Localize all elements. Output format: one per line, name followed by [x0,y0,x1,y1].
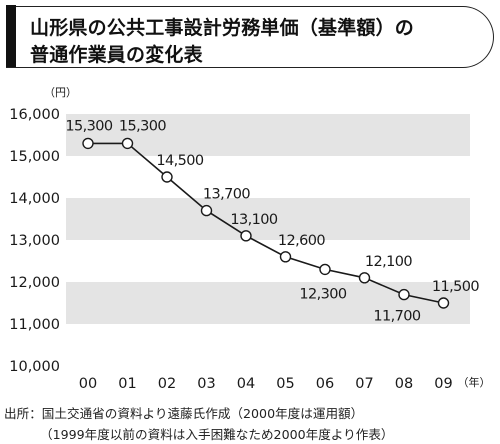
x-tick-label: 09 [434,376,452,392]
source-note-line1: 出所：国土交通省の資料より遠藤氏作成（2000年度は運用額） [4,406,364,421]
source-note-line2: （1999年度以前の資料は入手困難なため2000年度より作表） [40,427,394,442]
series-line [88,142,444,304]
data-label: 12,600 [278,233,326,249]
data-point [437,297,450,309]
data-label: 14,500 [156,153,204,169]
y-tick-label: 12,000 [9,275,60,291]
x-tick-label: 01 [118,376,136,392]
x-tick-label: 02 [158,376,176,392]
chart-title-line1: 山形県の公共工事設計労務単価（基準額）の [30,17,415,39]
data-label: 13,100 [230,212,278,228]
y-tick-label: 16,000 [9,107,60,123]
y-axis-unit: （円） [44,86,77,99]
data-label: 12,300 [299,286,347,302]
title-box: 山形県の公共工事設計労務単価（基準額）の 普通作業員の変化表 [6,5,494,68]
y-tick-label: 11,000 [9,317,60,333]
x-tick-label: 00 [79,376,97,392]
data-point [200,204,213,217]
x-tick-label: 06 [316,376,334,392]
data-point [161,171,173,183]
data-point [398,288,410,301]
data-point [82,137,94,150]
y-tick-label: 13,000 [9,233,60,249]
grid-band [66,282,470,324]
y-tick-label: 14,000 [9,191,60,207]
data-label: 11,500 [432,279,480,295]
data-point [240,230,252,242]
data-label: 15,300 [119,118,167,134]
data-point [319,263,331,276]
y-tick-label: 10,000 [9,359,60,375]
data-label: 15,300 [65,118,113,134]
grid-band [66,198,470,240]
chart-title-line2: 普通作業員の変化表 [30,44,203,66]
x-tick-label: 07 [355,376,373,392]
x-tick-label: 05 [276,376,294,392]
line-chart: 10,000 11,000 12,000 13,000 14,000 15,000 16,0… [9,86,491,392]
x-tick-label: 08 [395,376,413,392]
data-label: 13,700 [203,187,251,203]
x-tick-label: 04 [237,376,255,392]
data-point [358,272,371,284]
data-point [279,251,292,263]
x-tick-label: 03 [197,376,215,392]
data-label: 12,100 [365,254,413,270]
data-label: 11,700 [373,309,421,325]
title-accent-bar [6,5,16,68]
y-tick-label: 15,000 [9,149,60,165]
data-point [121,137,134,150]
x-axis-unit: （年） [458,375,491,389]
